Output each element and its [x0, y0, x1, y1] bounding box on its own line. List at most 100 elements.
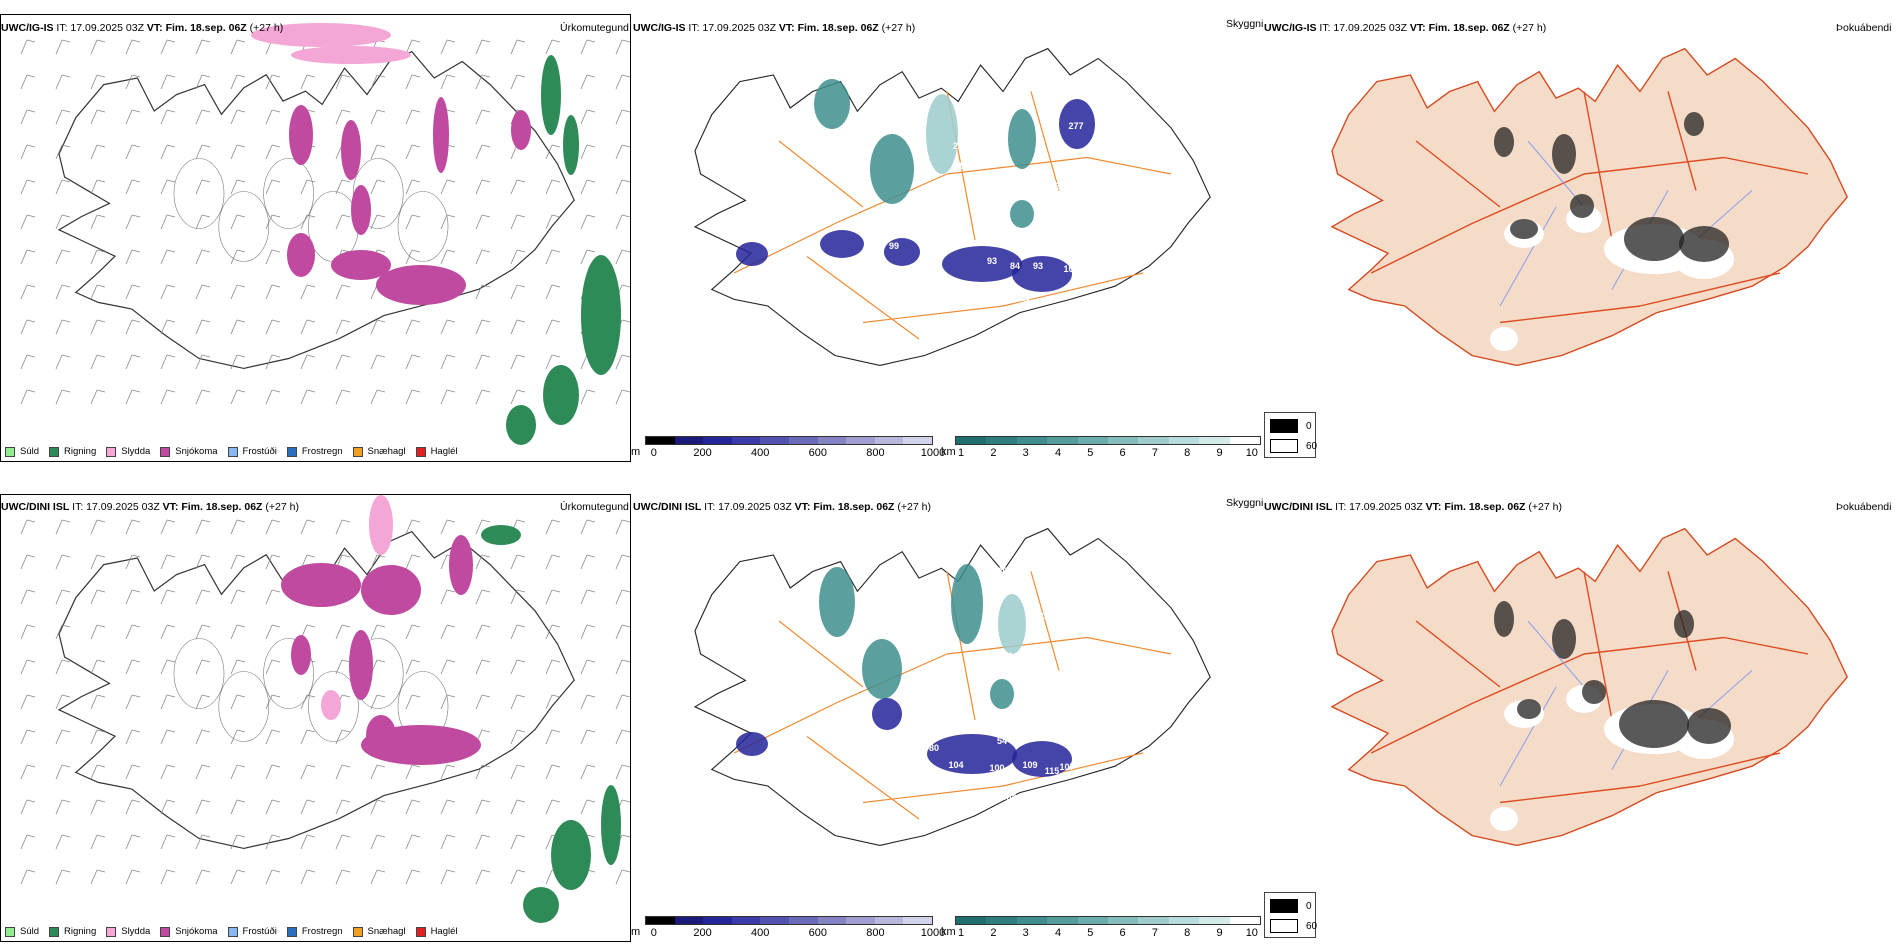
- legend-item: Frostúði: [227, 446, 277, 457]
- wind-barb: [510, 39, 526, 55]
- wind-barb: [230, 764, 246, 780]
- wind-barb: [300, 319, 316, 335]
- rain-area: [543, 365, 579, 425]
- wind-barb: [580, 144, 596, 160]
- wind-barb: [230, 624, 246, 640]
- wind-barb: [195, 179, 211, 195]
- fog-low-area: [1624, 217, 1684, 261]
- wind-barb: [510, 74, 526, 90]
- wind-barb: [580, 554, 596, 570]
- terrain-contour: [263, 638, 314, 709]
- wind-barb: [300, 834, 316, 850]
- low-cloud-area: [1012, 256, 1072, 292]
- cloud-base-label: 81: [953, 161, 963, 171]
- colorbar-tick: 2: [990, 927, 997, 939]
- wind-barb: [125, 144, 141, 160]
- wind-barb: [230, 354, 246, 370]
- wind-barb: [580, 214, 596, 230]
- wind-barb: [335, 74, 351, 90]
- wind-barb: [580, 39, 596, 55]
- legend-swatch: [352, 446, 363, 457]
- wind-barb: [160, 799, 176, 815]
- wind-barb: [195, 799, 211, 815]
- colorbar-tick: 10: [1245, 927, 1258, 939]
- snow-area: [449, 535, 473, 595]
- wind-barb: [545, 39, 561, 55]
- legend-item: Frostúði: [227, 926, 277, 937]
- wind-barb: [475, 74, 491, 90]
- wind-barb: [615, 354, 630, 370]
- colorbar-tick: 400: [751, 927, 770, 939]
- wind-barb: [230, 214, 246, 230]
- legend-item: Snæhagl: [352, 926, 406, 937]
- wind-barb: [510, 799, 526, 815]
- wind-barb: [55, 144, 71, 160]
- wind-barb: [335, 214, 351, 230]
- legend-label: Súld: [20, 446, 40, 457]
- cloud-base-label: 182: [992, 238, 1007, 248]
- snow-area: [361, 565, 421, 615]
- wind-barb: [370, 354, 386, 370]
- legend-swatch: [286, 926, 297, 937]
- iceland-outline: [693, 527, 1211, 846]
- low-cloud-area: [736, 732, 768, 756]
- fog-legend-row: 0: [1270, 419, 1312, 433]
- low-cloud-area: [927, 734, 1017, 774]
- rain-area: [523, 887, 559, 923]
- wind-barb: [230, 284, 246, 300]
- legend-label: Slydda: [121, 926, 151, 937]
- wind-barb: [125, 659, 141, 675]
- precip-type-panel-top: Súld Rigning Slydda Snjókoma Frostúði Frostre…: [0, 14, 631, 462]
- wind-barb: [440, 179, 456, 195]
- wind-barb: [230, 519, 246, 535]
- wind-barb: [195, 694, 211, 710]
- wind-barb: [265, 624, 281, 640]
- colorbar-tick: 600: [808, 447, 827, 459]
- wind-barb: [440, 519, 456, 535]
- wind-barb: [405, 694, 421, 710]
- wind-barb: [370, 214, 386, 230]
- precip-map-top: [20, 23, 630, 445]
- cloud-base-label: 334: [1001, 792, 1016, 802]
- fog-low-area: [1494, 127, 1514, 157]
- low-cloud-area: [998, 594, 1026, 654]
- wind-barb: [55, 764, 71, 780]
- wind-barb: [55, 519, 71, 535]
- wind-barb: [615, 729, 630, 745]
- legend-label: Snjókoma: [175, 446, 218, 457]
- wind-barb: [405, 869, 421, 885]
- fog-panel-bottom: [1264, 514, 1900, 944]
- wind-barb: [160, 214, 176, 230]
- wind-barb: [90, 694, 106, 710]
- wind-barb: [125, 694, 141, 710]
- precip-map-bottom: [20, 495, 630, 923]
- legend-item: Slydda: [106, 446, 150, 457]
- cloud-base-label: 24: [1002, 651, 1012, 661]
- wind-barb: [160, 179, 176, 195]
- road-line: [1583, 636, 1725, 655]
- legend-item: Snjókoma: [160, 446, 218, 457]
- wind-barb: [125, 554, 141, 570]
- wind-barb: [20, 589, 36, 605]
- visibility-panel-bottom: 103 82 80 104 100 109 334 115 107 12 54 540 96 244 24 2…: [632, 514, 1262, 944]
- wind-barb: [370, 389, 386, 405]
- wind-barb: [405, 834, 421, 850]
- wind-barb: [300, 869, 316, 885]
- river-line: [1527, 620, 1585, 688]
- cloud-base-label: 22: [953, 141, 963, 151]
- wind-barb: [440, 834, 456, 850]
- visibility-colorbar-top: km 1 2 3 4 5 6 7 8 9 10: [941, 436, 1261, 470]
- wind-barb: [125, 764, 141, 780]
- wind-barb: [195, 519, 211, 535]
- wind-barb: [55, 109, 71, 125]
- road-line: [1086, 636, 1172, 655]
- colorbar-tick: 1000: [920, 447, 946, 459]
- wind-barb: [125, 354, 141, 370]
- wind-barb: [545, 319, 561, 335]
- snow-area: [351, 185, 371, 235]
- colorbar-tick: 4: [1054, 447, 1062, 459]
- wind-barb: [265, 554, 281, 570]
- colorbar-tick: 9: [1216, 447, 1223, 459]
- road-line: [1583, 156, 1725, 175]
- snow-area: [331, 250, 391, 280]
